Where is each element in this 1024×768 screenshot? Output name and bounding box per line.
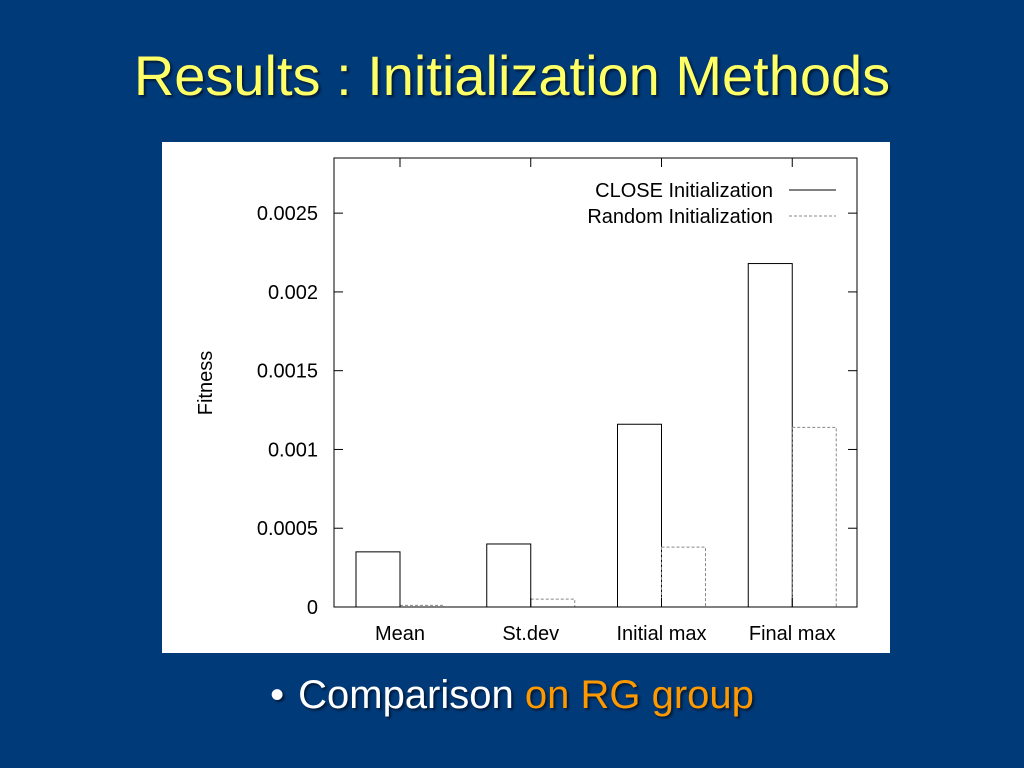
bar-random-initialization	[661, 546, 706, 608]
bar-random-initialization	[791, 426, 837, 608]
legend: CLOSE Initialization Random Initializatio…	[587, 180, 836, 228]
chart-panel: 0 0.0005 0.001 0.0015 0.002 0.0025 Fitness Me…	[162, 142, 890, 653]
bar-close-initialization	[486, 543, 532, 608]
bullet-point: • Comparison on RG group	[0, 667, 1024, 723]
bullet-icon: •	[270, 673, 285, 717]
bar-close-initialization	[355, 551, 401, 608]
y-tick-label: 0.001	[268, 439, 318, 461]
fitness-bar-chart: 0 0.0005 0.001 0.0015 0.002 0.0025 Fitness Me…	[195, 157, 858, 645]
legend-label: Random Initialization	[587, 206, 773, 228]
y-tick-label: 0.0025	[257, 203, 318, 225]
y-axis-label: Fitness	[195, 351, 217, 415]
bar-close-initialization	[617, 423, 662, 608]
x-tick-label: Final max	[749, 623, 836, 645]
bar-random-initialization	[530, 598, 576, 608]
bullet-highlight: on RG group	[524, 673, 754, 717]
y-tick-label: 0.0005	[257, 518, 318, 540]
tick-layer: 0 0.0005 0.001 0.0015 0.002 0.0025	[257, 203, 857, 619]
x-tick-label: St.dev	[502, 623, 559, 645]
y-tick-label: 0.002	[268, 282, 318, 304]
x-tick-labels: Mean St.dev Initial max Final max	[375, 623, 836, 645]
y-tick-label: 0.0015	[257, 361, 318, 383]
slide-title: Results : Initialization Methods	[133, 44, 891, 107]
plot-frame	[333, 157, 858, 608]
bar-close-initialization	[747, 263, 793, 608]
bullet-text: Comparison	[298, 673, 525, 717]
x-tick-label: Mean	[375, 623, 425, 645]
y-tick-label: 0	[307, 597, 318, 619]
x-tick-label: Initial max	[616, 623, 706, 645]
legend-label: CLOSE Initialization	[595, 180, 773, 202]
